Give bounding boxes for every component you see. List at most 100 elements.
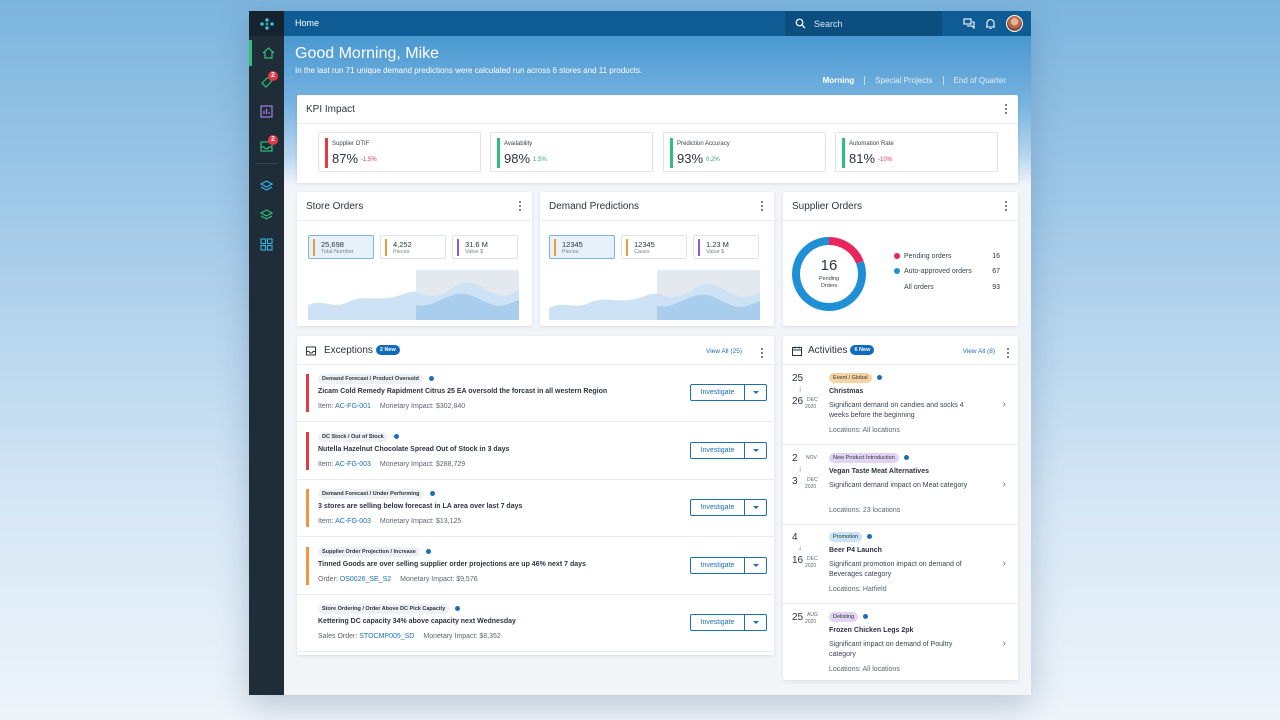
- stat-tile-total[interactable]: 25,698 Total Number: [308, 235, 374, 259]
- chevron-down-icon: [752, 621, 759, 624]
- bell-icon[interactable]: [985, 18, 996, 30]
- kpi-tile[interactable]: Availability 98% 1.5%: [490, 132, 653, 172]
- investigate-button[interactable]: Investigate: [700, 504, 735, 511]
- stat-value: 25,698: [321, 240, 344, 249]
- investigate-dropdown-toggle[interactable]: [744, 442, 766, 458]
- stat-value: 4,252: [393, 240, 412, 249]
- chat-icon[interactable]: [963, 18, 975, 29]
- stat-tile-pieces[interactable]: 4,252 Pieces: [380, 235, 446, 259]
- more-options-icon[interactable]: [761, 348, 764, 360]
- item-link[interactable]: AC-FG-003: [335, 460, 371, 468]
- search-input[interactable]: Search: [814, 18, 843, 29]
- divider: [540, 220, 774, 221]
- exception-tag: Store Ordering / Order Above DC Pick Cap…: [318, 604, 450, 614]
- activity-row[interactable]: 2 NOV ↓ 3 DEC 2020 New Product Introduction Veg…: [783, 445, 1018, 525]
- investigate-button[interactable]: Investigate: [700, 389, 735, 396]
- kpi-tile[interactable]: Supplier OTIF 87% -1.5%: [318, 132, 481, 172]
- end-day: 25: [792, 611, 804, 623]
- exception-row[interactable]: DC Stock / Out of Stock Nutella Hazelnut …: [297, 423, 774, 480]
- chevron-down-icon: [752, 506, 759, 509]
- stat-label: Pieces: [562, 249, 579, 255]
- activity-title: Vegan Taste Meat Alternatives: [829, 467, 929, 475]
- activity-row[interactable]: 4 ↓ 16 DEC 2020 Promotion Beer P4 Launch Signif…: [783, 524, 1018, 604]
- view-all-link[interactable]: View All (25): [705, 348, 742, 355]
- end-year: 2020: [805, 404, 817, 410]
- investigate-dropdown-toggle[interactable]: [744, 557, 766, 573]
- sidebar-item-inbox[interactable]: 2: [249, 133, 284, 159]
- top-bar: Home Search: [284, 11, 1031, 36]
- more-options-icon[interactable]: [1005, 201, 1008, 213]
- sidebar-item-analytics[interactable]: [249, 98, 284, 124]
- sidebar-item-layers[interactable]: [249, 173, 284, 199]
- chevron-right-icon[interactable]: ›: [1002, 478, 1006, 490]
- more-options-icon[interactable]: [761, 201, 764, 213]
- exception-title: Kettering DC capacity 34% above capacity…: [318, 618, 516, 625]
- app-logo[interactable]: [249, 11, 284, 36]
- sidebar-item-home[interactable]: [249, 40, 284, 66]
- investigate-split-button[interactable]: Investigate: [690, 441, 767, 459]
- severity-stripe: [306, 374, 309, 412]
- sparkline-area-chart: [308, 270, 519, 320]
- stat-tile-cases[interactable]: 12345 Cases: [621, 235, 687, 259]
- exception-row[interactable]: Demand Forecast / Under Performing 3 stor…: [297, 480, 774, 537]
- investigate-button[interactable]: Investigate: [700, 561, 735, 569]
- breadcrumb[interactable]: Home: [295, 18, 320, 28]
- exception-row[interactable]: Store Ordering / Order Above DC Pick Cap…: [297, 595, 774, 652]
- new-badge: 6 New: [850, 345, 875, 355]
- sidebar-item-layers-alt[interactable]: [249, 202, 284, 228]
- kpi-tile[interactable]: Automation Rate 81% -10%: [835, 132, 998, 172]
- exceptions-card: Exceptions 2 New View All (25) Demand For…: [297, 336, 774, 655]
- investigate-button[interactable]: Investigate: [700, 619, 735, 626]
- monetary-impact: Monetary Impact: $9,576: [400, 575, 478, 583]
- investigate-split-button[interactable]: Investigate: [690, 556, 767, 574]
- tab-end-of-quarter[interactable]: End of Quarter: [942, 76, 1016, 85]
- investigate-split-button[interactable]: Investigate: [690, 614, 767, 631]
- stat-value: 1.23 M: [706, 240, 729, 249]
- investigate-dropdown-toggle[interactable]: [744, 615, 766, 630]
- stat-tile-pieces[interactable]: 12345 Pieces: [549, 235, 615, 259]
- item-link[interactable]: AC-FG-003: [335, 518, 371, 525]
- activity-row[interactable]: 25 ↓ 26 DEC 2020 Event / Global Christmas Signi…: [783, 365, 1018, 445]
- activity-tag: Promotion: [829, 532, 863, 542]
- search-box[interactable]: Search: [785, 11, 942, 36]
- view-all-link[interactable]: View All (8): [962, 348, 995, 355]
- sidebar-item-apps[interactable]: [249, 231, 284, 257]
- chevron-right-icon[interactable]: ›: [1002, 637, 1006, 649]
- activity-locations: Locations: Hatfield: [829, 586, 887, 593]
- tab-morning[interactable]: Morning: [822, 76, 855, 85]
- legend-dot: [894, 268, 900, 274]
- severity-stripe: [306, 489, 309, 527]
- stat-color-bar: [385, 239, 387, 256]
- investigate-dropdown-toggle[interactable]: [744, 385, 766, 400]
- stat-tile-value[interactable]: 1.23 M Value $: [693, 235, 759, 259]
- avatar[interactable]: [1006, 15, 1023, 32]
- exception-row[interactable]: Demand Forecast / Product Oversold Zicam …: [297, 365, 774, 422]
- activity-row[interactable]: 25 AUG 2020 Delisting Frozen Chicken Legs 2p…: [783, 604, 1018, 684]
- notification-badge: 2: [268, 71, 278, 81]
- more-options-icon[interactable]: [1005, 104, 1008, 116]
- exception-title: Nutella Hazelnut Chocolate Spread Out of…: [318, 445, 510, 453]
- exception-row[interactable]: Supplier Order Projection / Increase Tinn…: [297, 538, 774, 595]
- chevron-right-icon[interactable]: ›: [1002, 558, 1006, 569]
- stat-tile-value[interactable]: 31.6 M Value $: [452, 235, 518, 259]
- unread-dot: [455, 606, 460, 611]
- investigate-dropdown-toggle[interactable]: [744, 500, 766, 515]
- unread-dot: [863, 613, 868, 619]
- tab-special-projects[interactable]: Special Projects: [864, 76, 942, 85]
- investigate-split-button[interactable]: Investigate: [690, 384, 767, 401]
- investigate-button[interactable]: Investigate: [700, 446, 735, 454]
- unread-dot: [904, 454, 909, 460]
- sidebar-item-tags[interactable]: 2: [249, 69, 284, 95]
- item-link[interactable]: AC-FG-001: [335, 403, 371, 410]
- investigate-split-button[interactable]: Investigate: [690, 499, 767, 516]
- exception-title: Tinned Goods are over selling supplier o…: [318, 560, 586, 568]
- more-options-icon[interactable]: [1007, 348, 1010, 360]
- more-options-icon[interactable]: [519, 201, 522, 213]
- item-link[interactable]: OS0026_SE_S2: [339, 575, 392, 583]
- legend-pending: Pending orders: [894, 253, 951, 260]
- chevron-down-icon: [752, 448, 759, 452]
- chevron-right-icon[interactable]: ›: [1002, 399, 1006, 410]
- kpi-tile[interactable]: Prediction Accuracy 93% 0.2%: [663, 132, 826, 172]
- item-link[interactable]: STOCMP005_SD: [359, 633, 415, 640]
- stat-label: Total Number: [321, 249, 354, 255]
